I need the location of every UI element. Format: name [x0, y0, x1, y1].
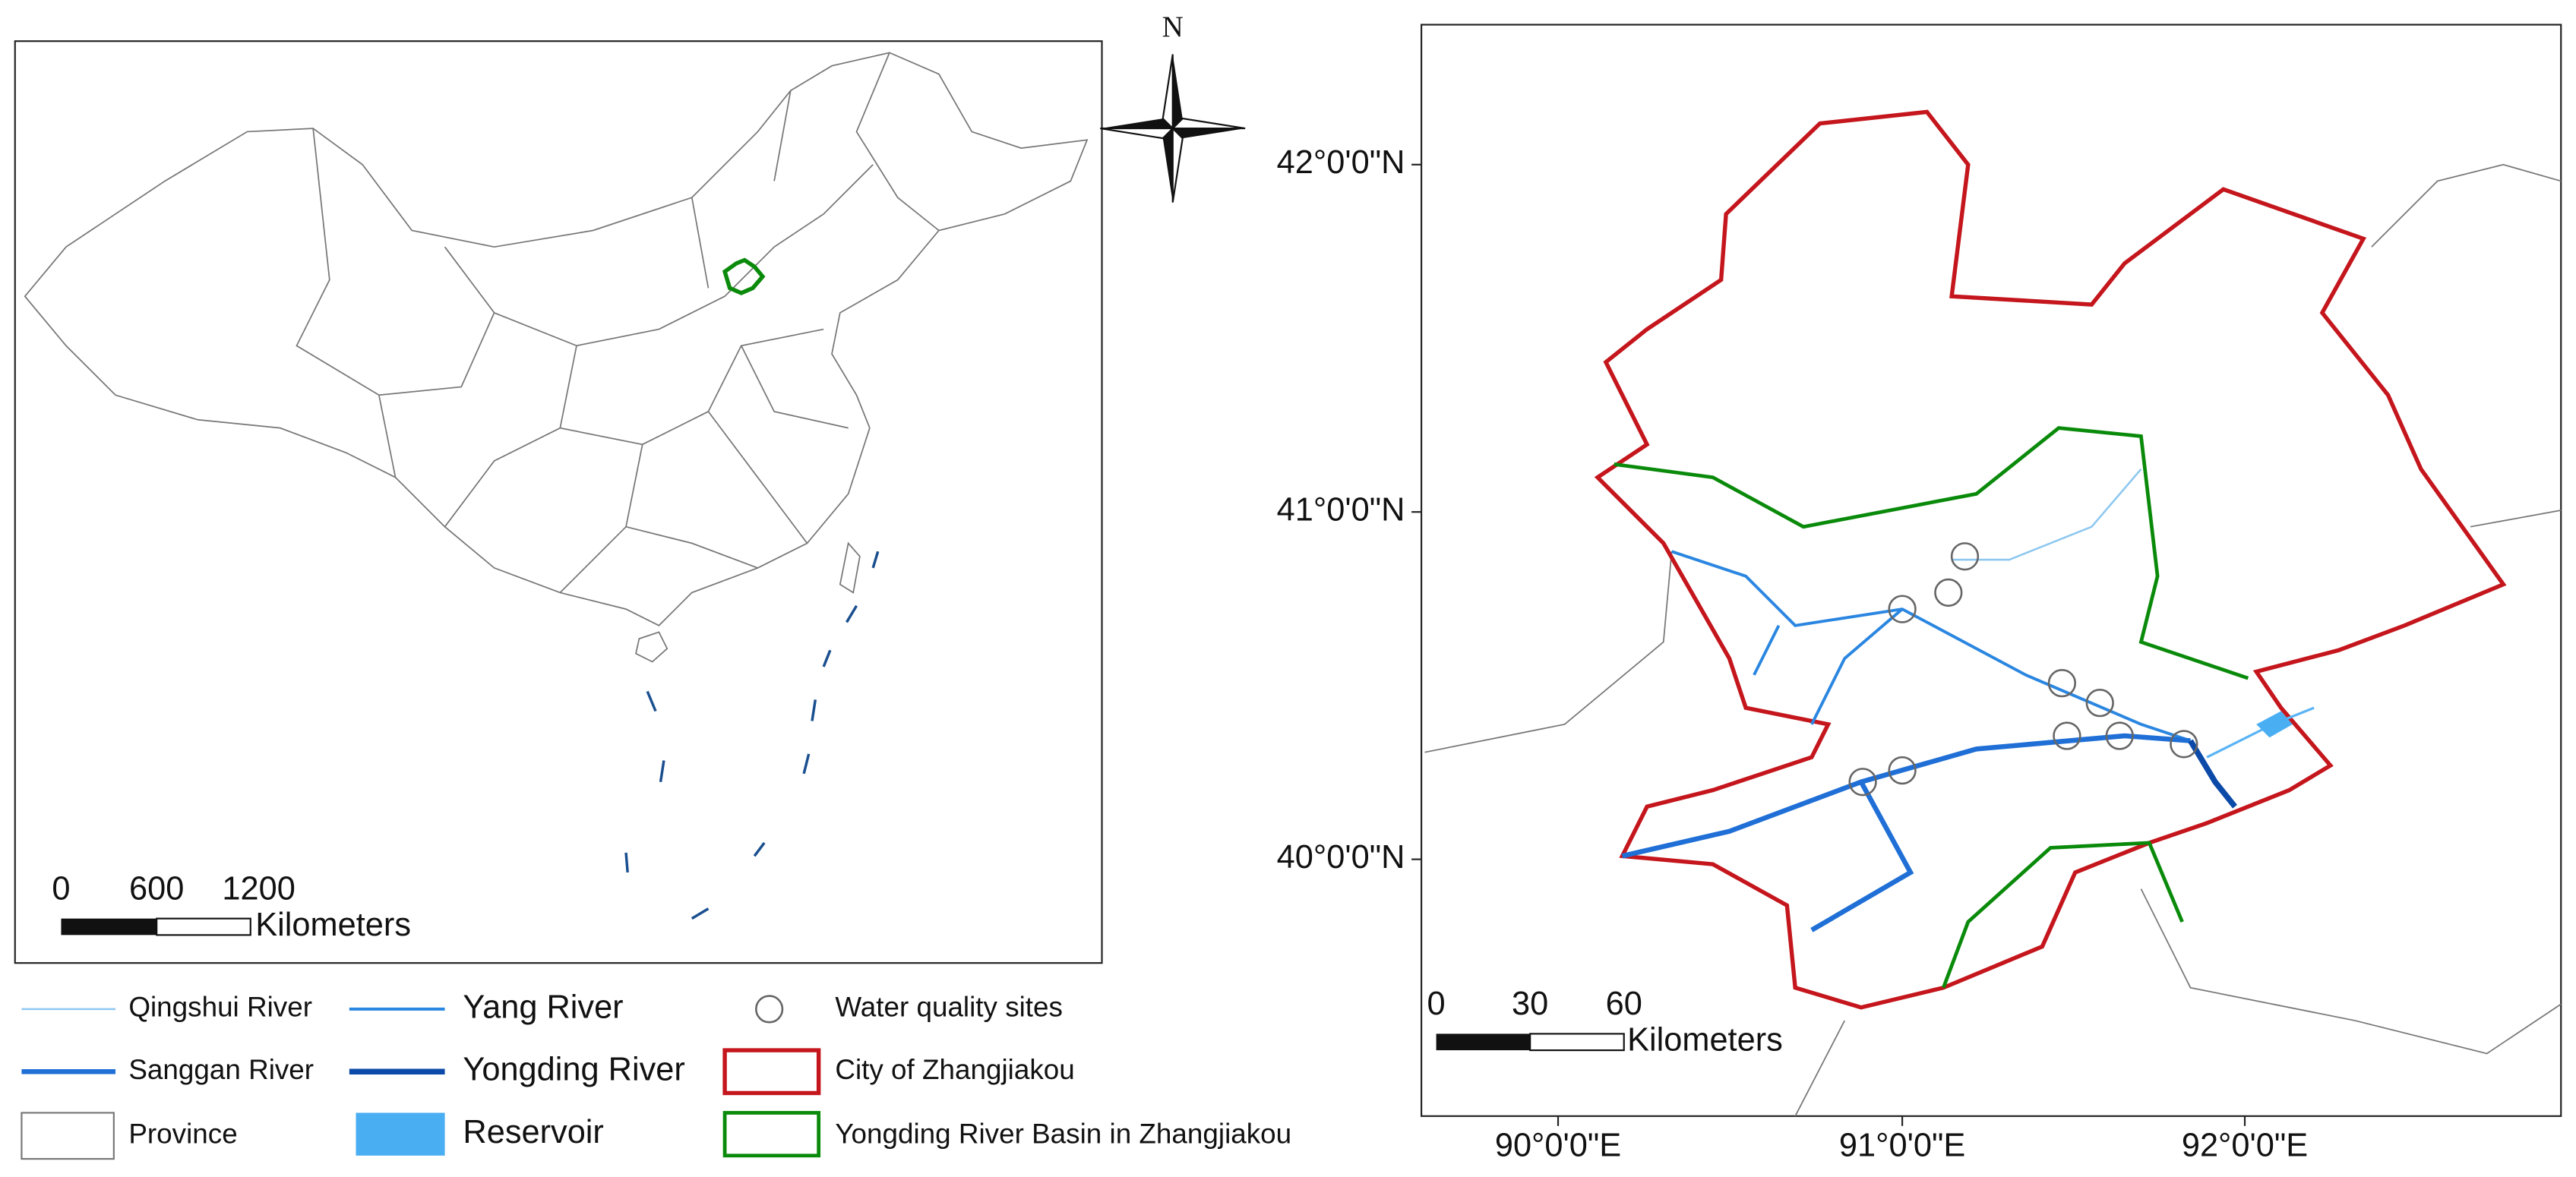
scale-bar: 0 30 60 Kilometers	[1427, 986, 1783, 1059]
longitude-label: 91°0'0"E	[1839, 1127, 1965, 1163]
compass-point	[1162, 54, 1174, 131]
compass-point	[1172, 54, 1183, 129]
zhangjiakou-boundary	[1594, 109, 2507, 1010]
compass-point	[1100, 128, 1175, 140]
legend-label: Water quality sites	[835, 992, 1063, 1023]
site	[2047, 669, 2077, 698]
scale-unit: Kilometers	[1627, 1022, 1783, 1059]
legend-label: Qingshui River	[128, 992, 312, 1023]
scale-label: 600	[129, 870, 184, 907]
compass-point	[1171, 117, 1246, 130]
water-quality-sites	[1848, 542, 2198, 797]
legend-label: Yongding River Basin in Zhangjiakou	[835, 1119, 1291, 1150]
reservoir	[2256, 711, 2293, 738]
sanggan-river	[1621, 733, 2191, 932]
detail-map: 42°0'0"N 41°0'0"N 40°0'0"N 90°0'0"E 91°0…	[1277, 24, 2562, 1163]
scale-label: 0	[1427, 986, 1446, 1022]
legend-symbol	[722, 1111, 821, 1158]
legend-symbol	[21, 1112, 115, 1160]
scale-label: 1200	[222, 870, 295, 907]
province-boundaries	[1424, 163, 2562, 1117]
yongding-river	[2188, 739, 2237, 809]
scale-bar-segment	[1529, 1033, 1625, 1052]
compass-point	[1171, 126, 1184, 203]
site	[2085, 689, 2114, 718]
legend-label: Sanggan River	[128, 1054, 314, 1085]
north-label: N	[1162, 11, 1184, 43]
graticule-ticks	[1411, 163, 2246, 1126]
site	[1934, 578, 1963, 607]
site	[1848, 768, 1877, 797]
scale-label: 0	[52, 870, 70, 907]
site	[2053, 721, 2081, 750]
compass-point	[1172, 128, 1246, 139]
china-outline	[24, 52, 1089, 626]
compass-point	[1162, 128, 1173, 203]
site	[2170, 730, 2198, 759]
site	[1888, 756, 1917, 785]
scale-bar-segment	[61, 918, 157, 936]
taiwan	[839, 541, 861, 594]
overview-map: 0 600 1200 Kilometers	[14, 40, 1103, 964]
scale-bar: 0 600 1200 Kilometers	[52, 870, 411, 943]
legend-label: City of Zhangjiakou	[835, 1054, 1074, 1085]
map-frame	[14, 40, 1103, 964]
zhangjiakou-locator	[722, 257, 766, 295]
legend-label: Yang River	[463, 989, 623, 1025]
scale-label: 60	[1606, 986, 1642, 1022]
legend-symbol	[356, 1112, 445, 1156]
legend-label: Yongding River	[463, 1052, 684, 1088]
scale-bar-segment	[1436, 1033, 1531, 1051]
site	[1888, 595, 1917, 623]
longitude-label: 92°0'0"E	[2182, 1127, 2308, 1163]
site	[2105, 721, 2134, 750]
yang-river	[1670, 550, 2192, 743]
nine-dash-line	[624, 551, 880, 920]
scale-label: 30	[1512, 986, 1548, 1022]
latitude-label: 40°0'0"N	[1277, 839, 1405, 876]
legend-label: Province	[128, 1119, 237, 1150]
legend-label: Reservoir	[463, 1114, 603, 1150]
legend-symbol	[722, 1048, 821, 1096]
scale-unit: Kilometers	[255, 907, 411, 943]
site	[1950, 542, 1980, 571]
map-frame	[1421, 24, 2562, 1117]
hainan	[635, 631, 668, 663]
latitude-label: 42°0'0"N	[1277, 144, 1405, 181]
tributary	[2206, 706, 2315, 759]
compass-point	[1100, 118, 1173, 129]
basin-boundary	[1614, 426, 2249, 989]
longitude-label: 90°0'0"E	[1495, 1127, 1621, 1163]
province-boundaries	[296, 52, 940, 594]
latitude-label: 41°0'0"N	[1277, 492, 1405, 529]
legend-symbol	[754, 995, 784, 1024]
north-arrow: N	[1100, 11, 1246, 203]
qingshui-river	[1952, 468, 2142, 561]
legend: Qingshui River Yang River Water quality …	[21, 989, 1291, 1160]
scale-bar-segment	[156, 917, 251, 936]
